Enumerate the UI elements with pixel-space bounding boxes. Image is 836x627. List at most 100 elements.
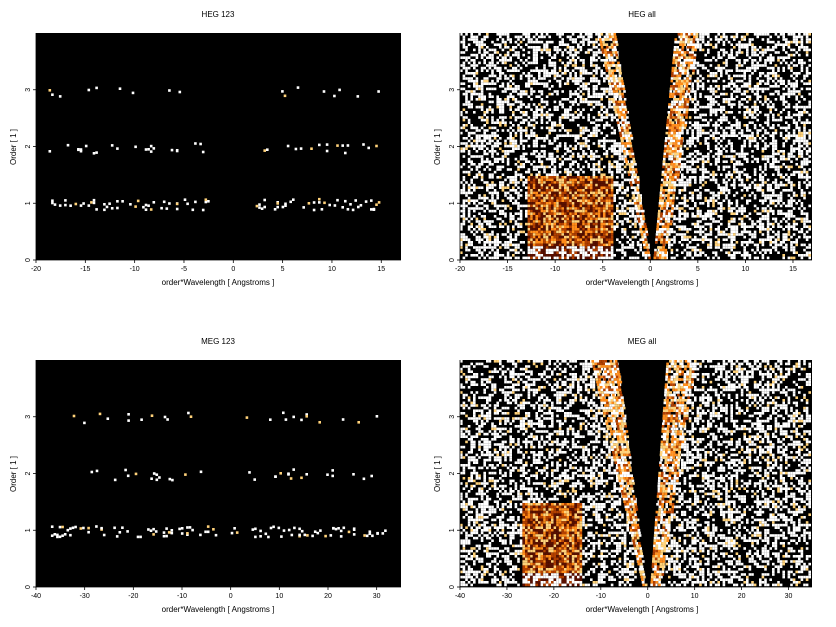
dense-pixel — [577, 217, 580, 221]
background-pixel — [527, 33, 531, 36]
dense-pixel — [556, 225, 559, 228]
background-pixel — [673, 235, 676, 239]
background-pixel — [488, 61, 492, 65]
background-pixel — [473, 64, 476, 67]
background-pixel — [709, 199, 713, 202]
background-pixel — [675, 72, 679, 75]
background-pixel — [535, 168, 538, 171]
dense-pixel — [579, 254, 583, 257]
background-pixel — [587, 144, 590, 148]
background-pixel — [722, 40, 726, 44]
background-pixel — [493, 183, 497, 187]
dense-pixel — [582, 233, 585, 236]
background-pixel — [764, 51, 767, 54]
background-pixel — [712, 209, 715, 213]
background-pixel — [558, 116, 562, 119]
background-pixel — [509, 105, 512, 109]
dense-pixel — [587, 204, 590, 208]
dense-pixel — [610, 241, 614, 244]
background-pixel — [488, 241, 492, 244]
dense-pixel — [592, 183, 596, 187]
dense-pixel — [543, 222, 546, 226]
background-pixel — [714, 209, 718, 213]
dense-pixel — [538, 207, 541, 210]
dense-pixel — [556, 246, 559, 249]
background-pixel — [753, 64, 757, 67]
dense-pixel — [608, 215, 611, 218]
background-pixel — [751, 150, 754, 153]
background-pixel — [506, 183, 510, 187]
background-pixel — [701, 235, 705, 239]
background-pixel — [499, 121, 502, 124]
background-pixel — [608, 72, 611, 75]
background-pixel — [733, 35, 736, 39]
background-pixel — [504, 142, 507, 145]
background-pixel — [517, 222, 520, 226]
dense-pixel — [566, 199, 570, 202]
background-pixel — [761, 178, 765, 182]
dense-pixel — [558, 178, 562, 182]
dense-pixel — [605, 199, 609, 202]
background-pixel — [519, 248, 523, 252]
background-pixel — [720, 121, 723, 124]
background-pixel — [582, 92, 585, 96]
background-pixel — [608, 87, 611, 91]
dense-pixel — [584, 204, 588, 208]
background-pixel — [514, 183, 518, 187]
background-pixel — [720, 35, 723, 39]
background-pixel — [686, 131, 689, 135]
background-pixel — [597, 103, 601, 106]
background-pixel — [725, 85, 728, 88]
dense-pixel — [545, 178, 549, 182]
background-pixel — [683, 77, 687, 80]
background-pixel — [509, 48, 512, 52]
background-pixel — [462, 82, 466, 85]
background-pixel — [704, 168, 707, 171]
dense-pixel — [590, 256, 593, 260]
dense-pixel — [587, 212, 590, 215]
dense-pixel — [543, 238, 546, 241]
background-pixel — [496, 33, 499, 36]
dense-pixel — [558, 233, 562, 236]
background-pixel — [566, 116, 570, 119]
background-pixel — [660, 217, 663, 221]
background-pixel — [530, 92, 533, 96]
background-pixel — [465, 248, 468, 252]
background-pixel — [616, 204, 619, 208]
background-pixel — [465, 142, 468, 145]
background-pixel — [465, 235, 468, 239]
background-pixel — [592, 77, 596, 80]
background-pixel — [496, 118, 499, 122]
dense-pixel — [535, 178, 538, 182]
background-pixel — [621, 256, 624, 260]
dense-pixel — [605, 256, 609, 260]
background-pixel — [582, 129, 585, 132]
background-pixel — [733, 238, 736, 241]
background-pixel — [712, 176, 715, 179]
background-pixel — [569, 72, 572, 75]
background-pixel — [514, 100, 518, 104]
background-pixel — [519, 66, 523, 70]
background-pixel — [506, 82, 510, 85]
background-pixel — [590, 64, 593, 67]
background-pixel — [636, 241, 640, 244]
background-pixel — [699, 105, 702, 109]
background-pixel — [592, 129, 596, 132]
background-pixel — [465, 243, 468, 247]
background-pixel — [483, 77, 486, 80]
background-pixel — [548, 131, 551, 135]
background-pixel — [512, 77, 515, 80]
background-pixel — [764, 131, 767, 135]
band-pixel — [118, 87, 122, 90]
dense-pixel — [540, 228, 544, 231]
background-pixel — [519, 90, 523, 93]
dense-pixel — [587, 220, 590, 223]
background-pixel — [493, 191, 497, 195]
background-pixel — [618, 241, 622, 244]
background-pixel — [712, 90, 715, 93]
background-pixel — [532, 48, 536, 52]
background-pixel — [746, 85, 749, 88]
dense-pixel — [595, 217, 598, 221]
background-pixel — [501, 103, 505, 106]
dense-pixel — [566, 222, 570, 226]
